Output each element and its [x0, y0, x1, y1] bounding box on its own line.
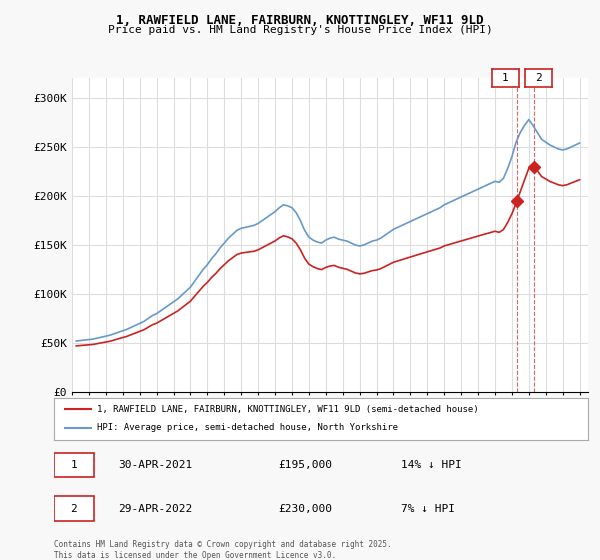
Text: 1: 1 — [502, 73, 509, 83]
Text: Contains HM Land Registry data © Crown copyright and database right 2025.
This d: Contains HM Land Registry data © Crown c… — [54, 540, 392, 560]
Text: 7% ↓ HPI: 7% ↓ HPI — [401, 503, 455, 514]
Text: 30-APR-2021: 30-APR-2021 — [118, 460, 193, 470]
Text: 1: 1 — [70, 460, 77, 470]
Text: HPI: Average price, semi-detached house, North Yorkshire: HPI: Average price, semi-detached house,… — [97, 423, 398, 432]
Text: 2: 2 — [535, 73, 542, 83]
Text: Price paid vs. HM Land Registry's House Price Index (HPI): Price paid vs. HM Land Registry's House … — [107, 25, 493, 35]
Text: 2: 2 — [70, 503, 77, 514]
Text: 1, RAWFIELD LANE, FAIRBURN, KNOTTINGLEY, WF11 9LD (semi-detached house): 1, RAWFIELD LANE, FAIRBURN, KNOTTINGLEY,… — [97, 405, 478, 414]
Text: 1, RAWFIELD LANE, FAIRBURN, KNOTTINGLEY, WF11 9LD: 1, RAWFIELD LANE, FAIRBURN, KNOTTINGLEY,… — [116, 14, 484, 27]
Text: £195,000: £195,000 — [278, 460, 332, 470]
FancyBboxPatch shape — [54, 452, 94, 477]
Text: 14% ↓ HPI: 14% ↓ HPI — [401, 460, 462, 470]
Text: £230,000: £230,000 — [278, 503, 332, 514]
FancyBboxPatch shape — [54, 496, 94, 521]
Text: 29-APR-2022: 29-APR-2022 — [118, 503, 193, 514]
